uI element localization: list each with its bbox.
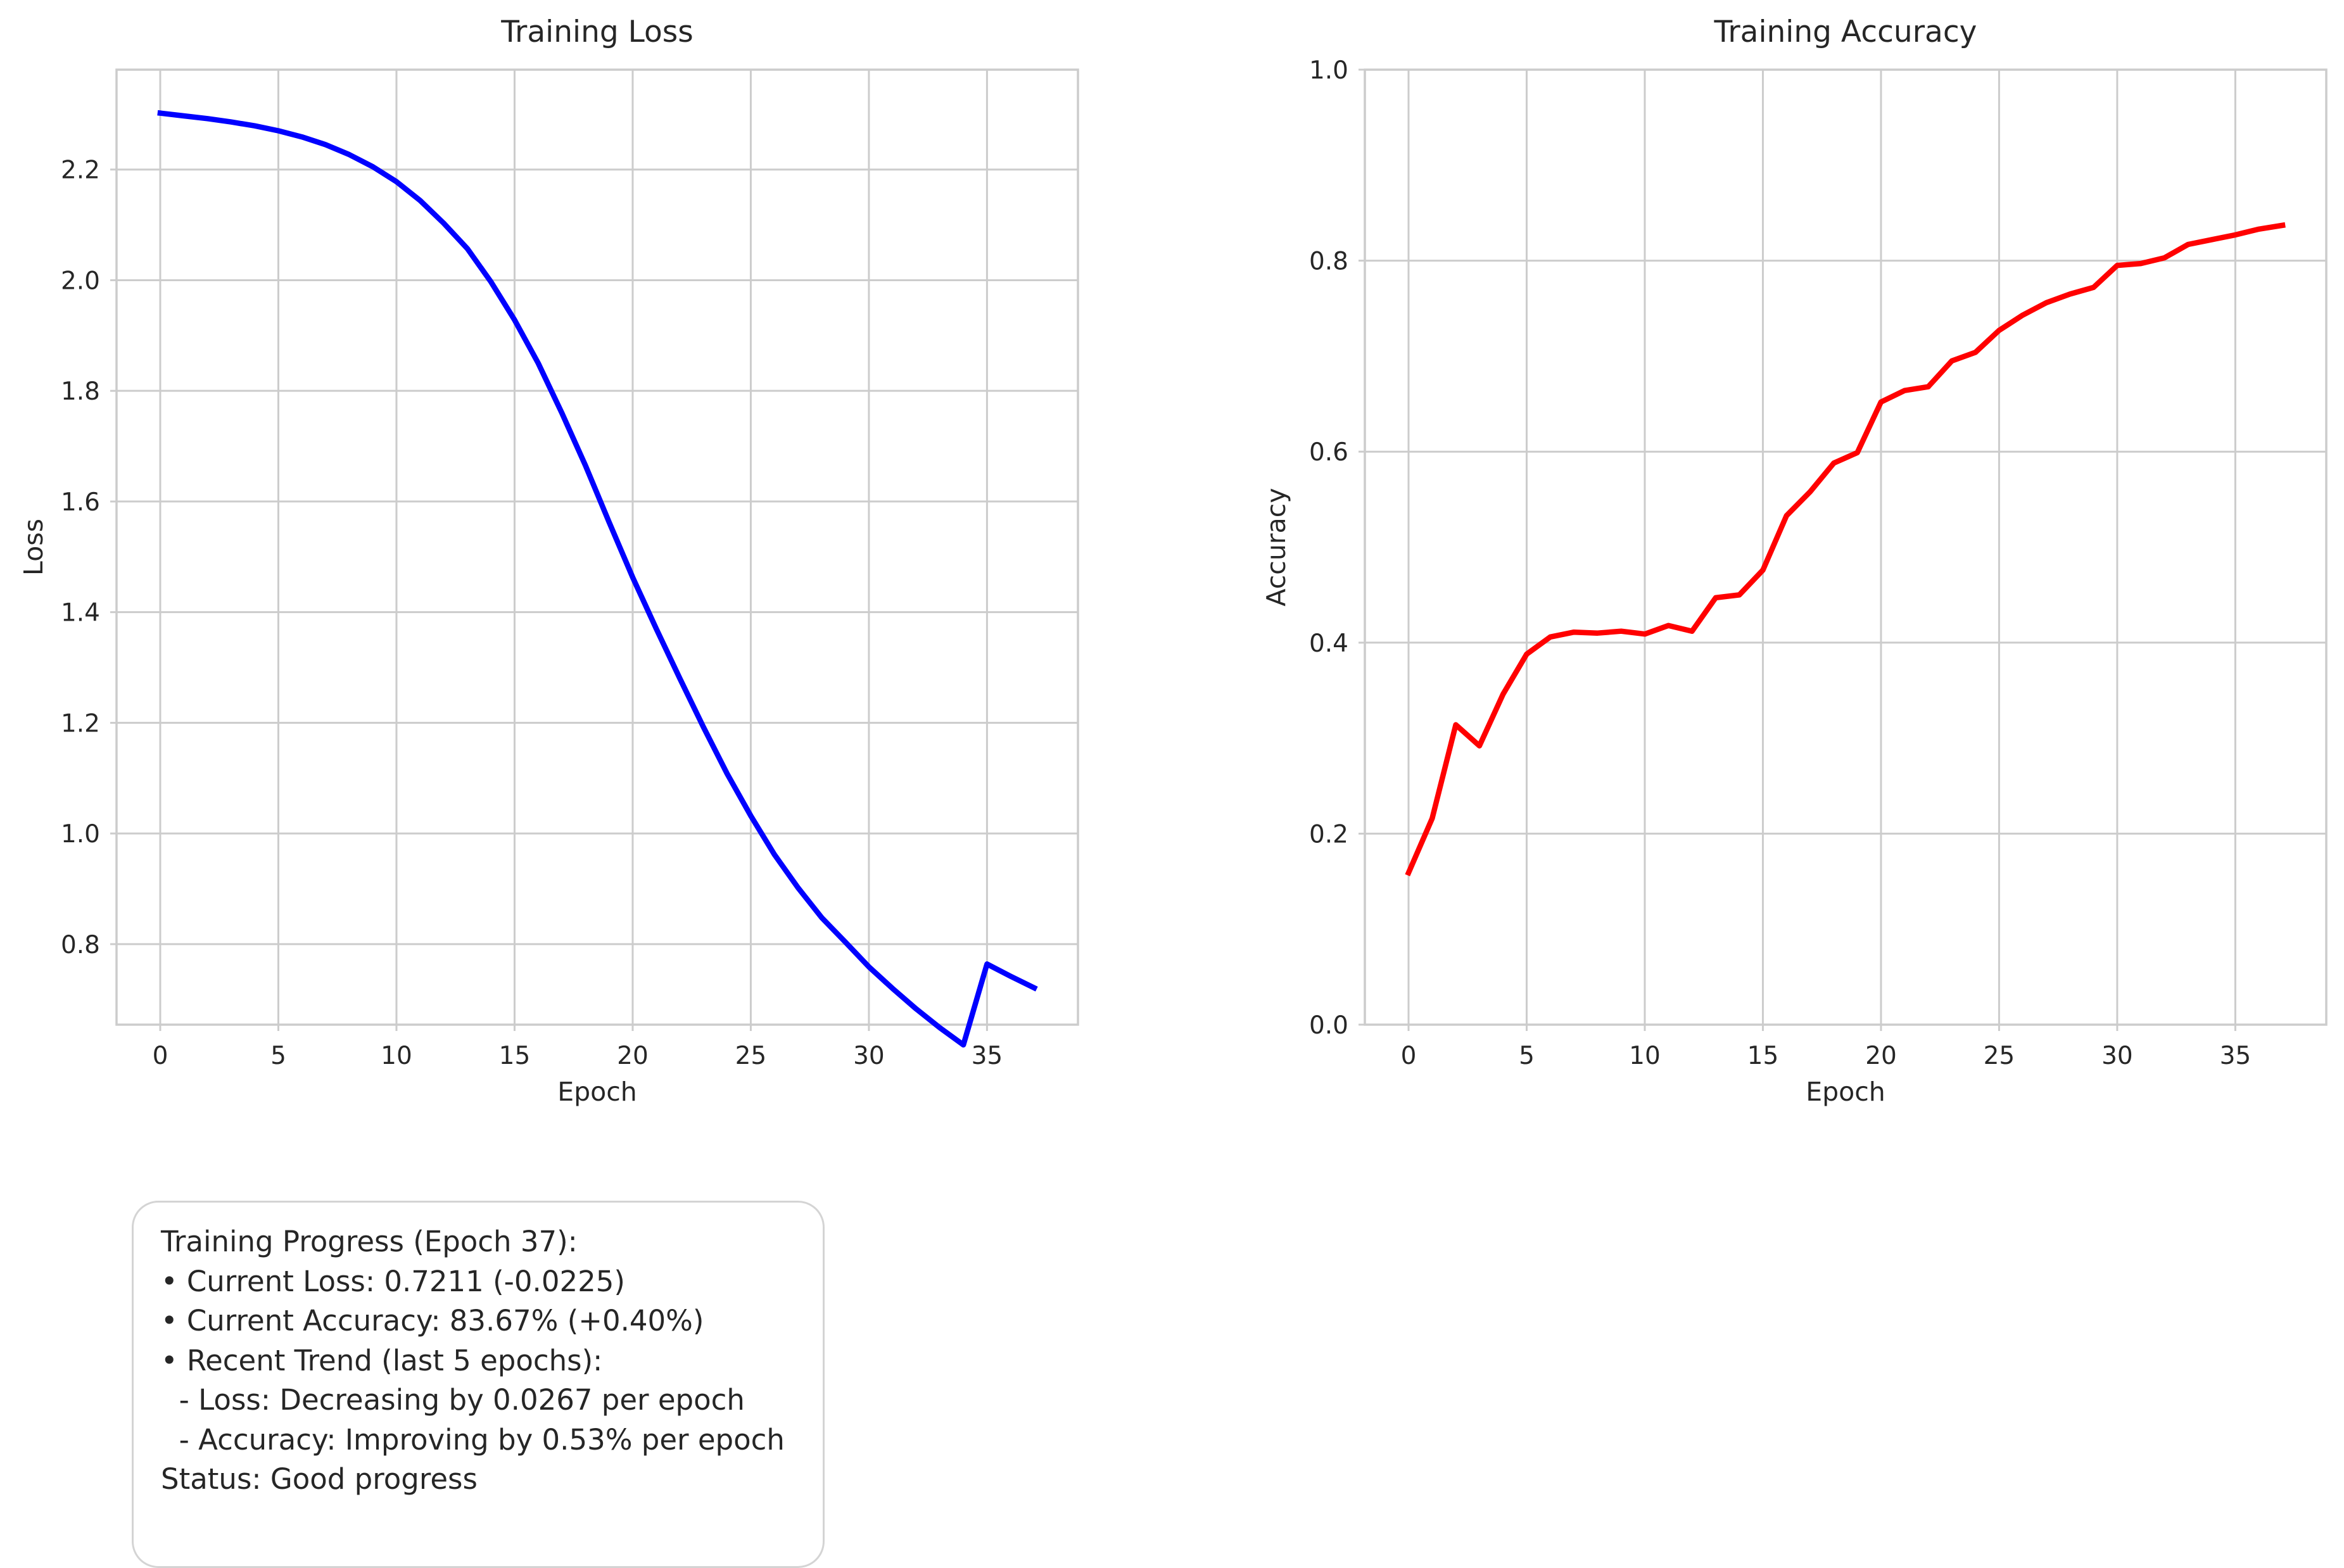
x-tick-label: 0: [153, 1042, 168, 1070]
x-tick-label: 20: [617, 1042, 649, 1070]
y-tick-label: 1.2: [61, 709, 100, 738]
y-tick-label: 1.0: [1309, 56, 1348, 85]
x-tick-label: 30: [853, 1042, 885, 1070]
summary-line-trend-accuracy: - Accuracy: Improving by 0.53% per epoch: [161, 1422, 785, 1457]
y-axis-label: Accuracy: [1261, 488, 1291, 606]
chart-title: Training Loss: [500, 15, 693, 49]
x-tick-label: 15: [499, 1042, 531, 1070]
x-tick-label: 15: [1747, 1042, 1779, 1070]
y-tick-label: 1.6: [61, 488, 100, 517]
y-tick-label: 1.8: [61, 377, 100, 406]
y-tick-label: 0.8: [61, 931, 100, 959]
summary-box: [132, 1201, 825, 1568]
x-tick-label: 35: [972, 1042, 1003, 1070]
summary-line-trend-loss: - Loss: Decreasing by 0.0267 per epoch: [161, 1383, 745, 1417]
summary-line-accuracy: • Current Accuracy: 83.67% (+0.40%): [161, 1304, 704, 1337]
x-tick-label: 5: [270, 1042, 286, 1070]
summary-line-loss: • Current Loss: 0.7211 (-0.0225): [161, 1264, 625, 1298]
y-tick-label: 0.4: [1309, 629, 1348, 658]
x-axis-label: Epoch: [1806, 1077, 1885, 1107]
x-tick-label: 30: [2101, 1042, 2133, 1070]
y-tick-label: 2.2: [61, 156, 100, 185]
x-tick-label: 25: [735, 1042, 767, 1070]
loss-chart: 0 5 10 15 20 25 30 35 0.8 1.0 1.2 1.4 1.6 1.8 2.0 2.2 Tr…: [18, 15, 1079, 1107]
summary-line-trend: • Recent Trend (last 5 epochs):: [161, 1343, 603, 1377]
y-tick-label: 1.4: [61, 599, 100, 628]
x-tick-label: 35: [2220, 1042, 2252, 1070]
y-tick-label: 0.0: [1309, 1011, 1348, 1040]
y-tick-label: 0.2: [1309, 820, 1348, 849]
x-tick-label: 10: [1629, 1042, 1661, 1070]
x-tick-label: 10: [381, 1042, 412, 1070]
x-axis-label: Epoch: [557, 1077, 637, 1107]
summary-line-status: Status: Good progress: [161, 1462, 478, 1496]
x-tick-label: 25: [1984, 1042, 2015, 1070]
y-tick-label: 1.0: [61, 820, 100, 849]
y-tick-label: 2.0: [61, 267, 100, 295]
summary-text: Training Progress (Epoch 37): • Current …: [161, 1222, 785, 1500]
accuracy-chart: 0 5 10 15 20 25 30 35 0.0 0.2 0.4 0.6 0.8 1.0 Training…: [1261, 15, 2328, 1107]
series-line: [1405, 222, 2286, 876]
y-axis-label: Loss: [18, 519, 49, 576]
plot-frame: [115, 68, 1079, 1026]
y-tick-label: 0.8: [1309, 248, 1348, 276]
x-tick-label: 0: [1401, 1042, 1417, 1070]
plot-frame: [1364, 68, 2328, 1026]
series-line: [157, 110, 1038, 1048]
x-tick-label: 20: [1865, 1042, 1897, 1070]
summary-line-title: Training Progress (Epoch 37):: [161, 1225, 578, 1258]
y-tick-label: 0.6: [1309, 438, 1348, 467]
chart-title: Training Accuracy: [1714, 15, 1977, 49]
x-tick-label: 5: [1519, 1042, 1535, 1070]
